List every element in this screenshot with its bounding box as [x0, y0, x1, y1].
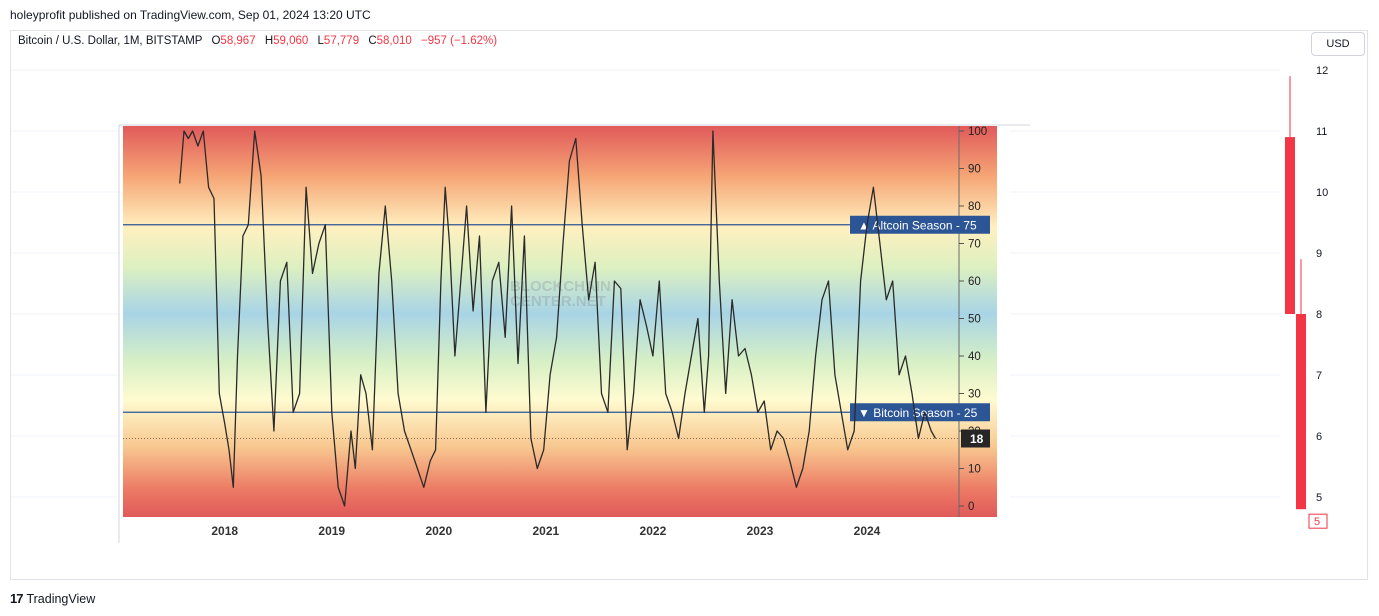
symbol-legend: Bitcoin / U.S. Dollar, 1M, BITSTAMP O58,…	[18, 35, 497, 47]
footer-brand: 17 TradingView	[10, 591, 95, 606]
price-tick-label: 5	[1316, 492, 1322, 504]
high-value: 59,060	[273, 35, 309, 47]
footer-brand-name[interactable]: TradingView	[26, 591, 96, 606]
index-y-tick-label: 70	[968, 239, 981, 251]
price-tick-label: 11	[1316, 126, 1327, 138]
symbol-name[interactable]: Bitcoin / U.S. Dollar, 1M, BITSTAMP	[18, 35, 203, 47]
last-price-label: 5	[1314, 516, 1320, 528]
index-x-tick-label: 2024	[854, 524, 881, 538]
threshold-label-box	[850, 403, 990, 422]
index-x-tick-label: 2020	[425, 524, 452, 538]
price-tick-label: 7	[1316, 370, 1322, 382]
index-x-tick-label: 2022	[640, 524, 667, 538]
open-label: O	[211, 35, 221, 47]
published-line: holeyprofit published on TradingView.com…	[10, 8, 371, 22]
index-y-tick-label: 60	[968, 276, 981, 288]
threshold-label: ▼ Bitcoin Season - 25	[858, 406, 978, 420]
tradingview-logo-icon: 17	[10, 591, 24, 606]
price-candle-body	[1285, 137, 1295, 314]
price-candle-body	[1296, 314, 1306, 510]
index-x-tick-label: 2023	[747, 524, 774, 538]
index-y-tick-label: 10	[968, 464, 981, 476]
threshold-label: ▲ Altcoin Season - 75	[858, 218, 977, 232]
price-tick-label: 9	[1316, 248, 1322, 260]
index-y-tick-label: 0	[968, 501, 974, 513]
index-x-tick-label: 2021	[533, 524, 560, 538]
index-watermark: CENTER.NET	[510, 293, 606, 310]
altcoin-index-series-line	[179, 130, 937, 507]
current-value-box	[961, 429, 990, 448]
threshold-label-box	[850, 215, 990, 234]
last-price-box	[1308, 513, 1328, 529]
price-tick-label: 6	[1316, 431, 1322, 443]
index-y-tick-label: 80	[968, 201, 981, 213]
index-y-tick-label: 100	[968, 126, 987, 138]
close-value: 58,010	[376, 35, 412, 47]
close-label: C	[368, 35, 377, 47]
change-value: −957 (−1.62%)	[421, 35, 498, 47]
open-value: 58,967	[220, 35, 256, 47]
current-value-label: 18	[970, 432, 984, 446]
index-x-tick-label: 2019	[318, 524, 345, 538]
price-tick-label: 12	[1316, 65, 1328, 77]
price-tick-label: 10	[1316, 187, 1328, 199]
price-tick-label: 8	[1316, 309, 1322, 321]
low-value: 57,779	[323, 35, 360, 47]
high-label: H	[264, 35, 274, 47]
index-color-bands	[123, 126, 997, 517]
index-y-tick-label: 30	[968, 389, 981, 401]
index-y-tick-label: 40	[968, 351, 981, 363]
index-y-tick-label: 90	[968, 164, 981, 176]
chart-frame	[10, 30, 1368, 580]
low-label: L	[317, 35, 324, 47]
index-x-tick-label: 2018	[211, 524, 238, 538]
index-y-tick-label: 50	[968, 314, 981, 326]
currency-button[interactable]: USD	[1311, 32, 1365, 56]
